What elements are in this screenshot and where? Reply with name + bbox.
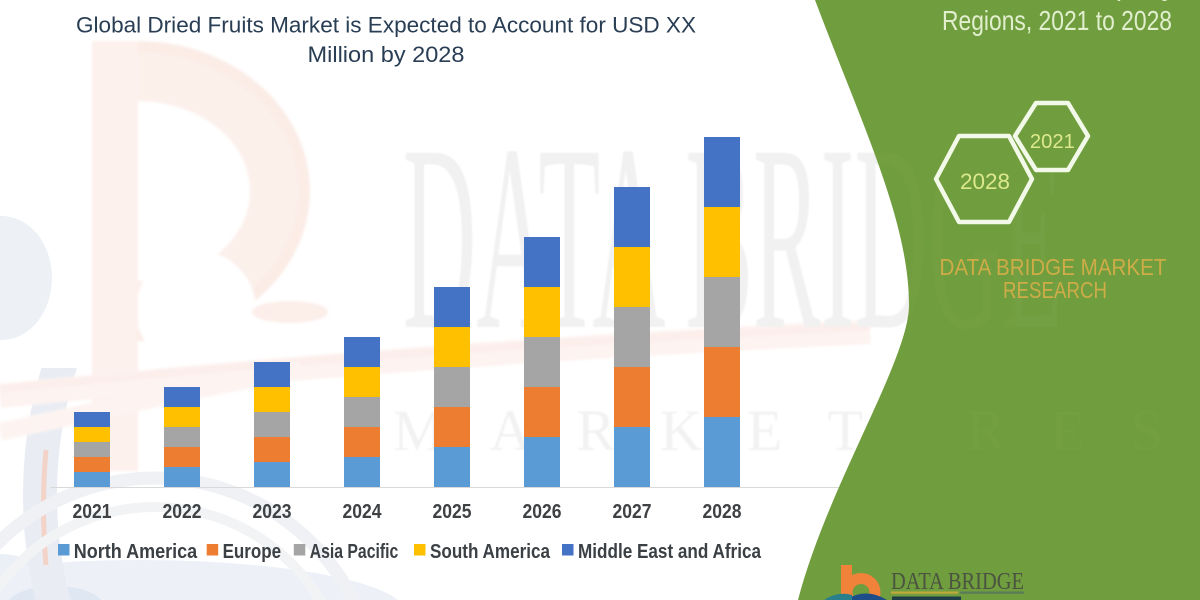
svg-text:Million by 2028: Million by 2028 [308,42,465,67]
svg-text:2022: 2022 [163,501,202,523]
svg-text:2023: 2023 [253,501,292,523]
svg-text:DATA BRIDGE: DATA BRIDGE [891,569,1024,595]
svg-text:2027: 2027 [613,501,652,523]
svg-text:2021: 2021 [73,501,112,523]
svg-text:2021: 2021 [1030,131,1075,153]
svg-text:Global Dried Fruits Market is: Global Dried Fruits Market is Expected t… [76,13,696,38]
svg-text:2024: 2024 [343,501,383,523]
svg-text:Middle East and Africa: Middle East and Africa [578,541,762,563]
svg-text:Million), By: Million), By [1036,0,1176,1]
svg-text:RESEARCH: RESEARCH [1003,277,1107,303]
svg-text:Regions, 2021 to 2028: Regions, 2021 to 2028 [942,5,1172,36]
svg-text:North America: North America [74,541,198,563]
svg-text:DATA BRIDGE MARKET: DATA BRIDGE MARKET [940,254,1167,280]
svg-text:South America: South America [430,541,551,563]
svg-text:2028: 2028 [703,501,742,523]
svg-text:2026: 2026 [523,501,562,523]
svg-text:MARKET RESEARCH: MARKET RESEARCH [393,398,1200,463]
svg-text:2028: 2028 [960,169,1010,194]
svg-text:2025: 2025 [433,501,472,523]
svg-text:Asia Pacific: Asia Pacific [310,541,399,563]
svg-text:Europe: Europe [223,541,282,563]
